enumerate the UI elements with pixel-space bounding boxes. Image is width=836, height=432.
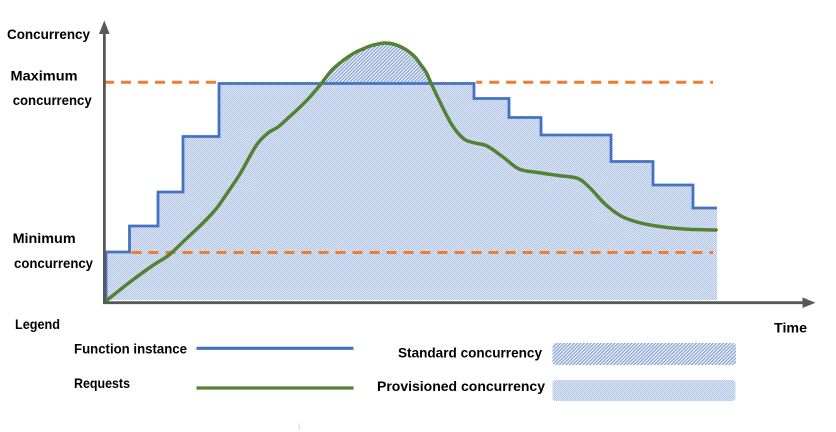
svg-text:Time: Time	[774, 320, 807, 336]
svg-text:Function instance: Function instance	[74, 341, 187, 357]
svg-text:Legend: Legend	[15, 316, 60, 332]
svg-text:concurrency: concurrency	[13, 92, 92, 108]
svg-text:concurrency: concurrency	[14, 255, 93, 271]
svg-text:Requests: Requests	[74, 375, 130, 391]
svg-text:Maximum: Maximum	[11, 68, 78, 84]
svg-text:Standard concurrency: Standard concurrency	[398, 345, 542, 361]
svg-text:Provisioned concurrency: Provisioned concurrency	[377, 378, 545, 394]
svg-text:Concurrency: Concurrency	[7, 26, 90, 42]
svg-text:Minimum: Minimum	[13, 230, 76, 246]
